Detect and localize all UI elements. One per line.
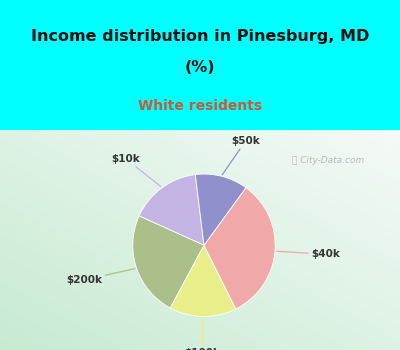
Text: $50k: $50k: [222, 136, 260, 175]
Text: $40k: $40k: [277, 249, 340, 259]
Wedge shape: [133, 216, 204, 308]
Wedge shape: [204, 188, 275, 309]
Text: Income distribution in Pinesburg, MD: Income distribution in Pinesburg, MD: [31, 29, 369, 44]
Text: White residents: White residents: [138, 99, 262, 113]
Text: (%): (%): [185, 60, 215, 75]
Text: ⓘ City-Data.com: ⓘ City-Data.com: [292, 156, 364, 165]
Wedge shape: [139, 175, 204, 245]
Text: $200k: $200k: [66, 269, 135, 285]
Wedge shape: [170, 245, 236, 316]
Text: $100k: $100k: [184, 318, 220, 350]
Wedge shape: [195, 174, 246, 245]
Text: $10k: $10k: [112, 154, 161, 187]
